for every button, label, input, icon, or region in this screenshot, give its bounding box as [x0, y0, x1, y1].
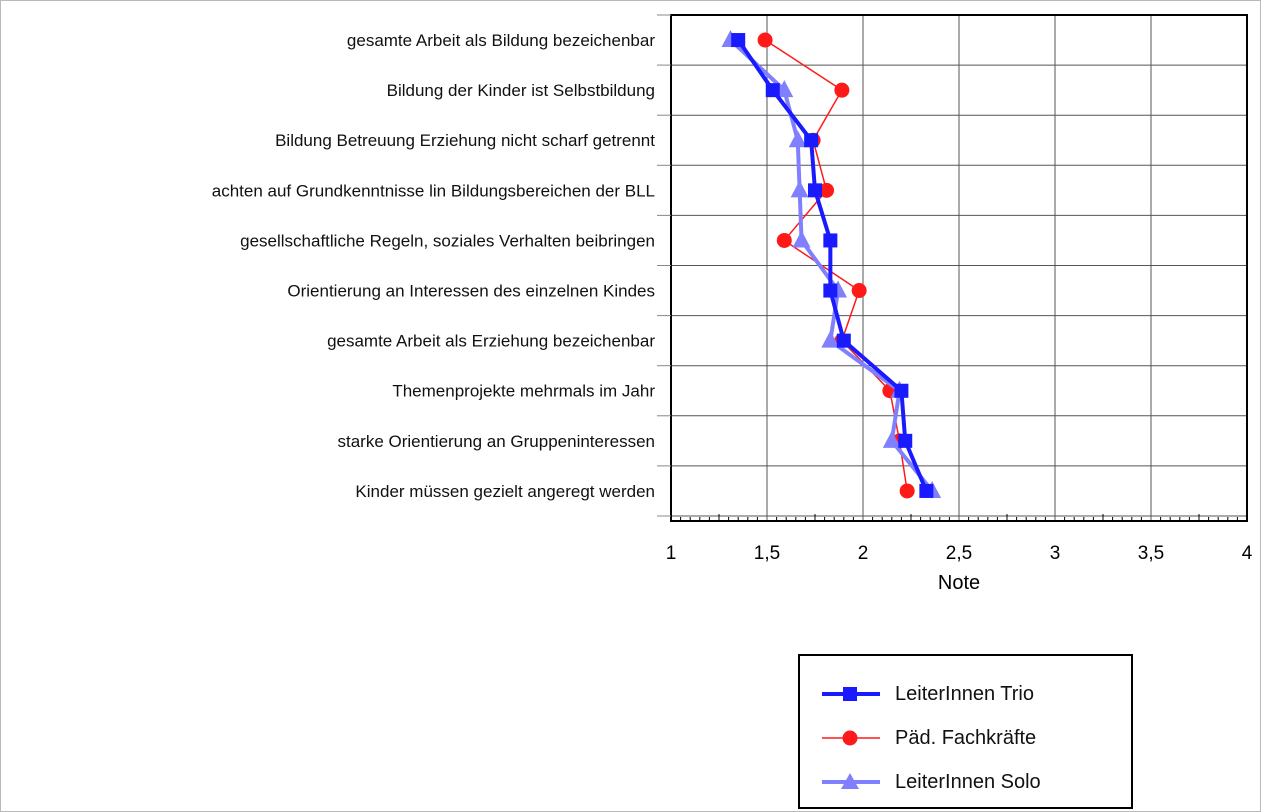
legend-swatch-trio — [822, 687, 880, 701]
data-point-square — [836, 333, 851, 348]
plot-area — [670, 14, 1248, 522]
legend-swatch-solo — [822, 773, 880, 789]
series-1 — [731, 33, 934, 498]
category-label: Themenprojekte mehrmals im Jahr — [392, 382, 655, 401]
data-point-triangle — [775, 80, 794, 98]
x-tick-label: 4 — [1242, 543, 1253, 564]
data-point-square — [919, 483, 934, 498]
category-label: Orientierung an Interessen des einzelnen… — [287, 282, 655, 301]
data-point-triangle — [788, 130, 807, 148]
x-tick-label: 2,5 — [946, 543, 972, 564]
legend-label-fachkraefte: Päd. Fachkräfte — [895, 727, 1037, 749]
data-point-square — [804, 133, 819, 148]
x-axis-title: Note — [938, 572, 980, 594]
data-point-triangle — [792, 230, 811, 248]
data-point-square — [808, 183, 822, 198]
legend-label-trio: LeiterInnen Trio — [895, 683, 1034, 705]
category-labels: gesamte Arbeit als Bildung bezeichenbar B… — [212, 31, 656, 501]
data-point-square — [731, 33, 746, 48]
x-tick-label: 1 — [666, 543, 677, 564]
legend-item-trio: LeiterInnen Trio — [800, 674, 1131, 714]
category-label: gesellschaftliche Regeln, soziales Verha… — [240, 231, 655, 250]
data-point-circle — [834, 82, 850, 98]
x-tick-label: 3 — [1050, 543, 1061, 564]
series-lines — [721, 30, 942, 499]
grid — [671, 15, 1247, 521]
legend-item-fachkraefte: Päd. Fachkräfte — [800, 718, 1131, 758]
category-label: achten auf Grundkenntnisse lin Bildungsb… — [212, 181, 655, 200]
data-point-triangle — [882, 430, 901, 448]
legend-label-solo: LeiterInnen Solo — [895, 771, 1041, 793]
data-point-square — [894, 383, 909, 398]
data-point-circle — [757, 32, 773, 48]
category-label: starke Orientierung an Gruppeninteressen — [337, 432, 655, 451]
data-point-square — [898, 433, 913, 448]
legend-swatch-fachkraefte — [822, 730, 880, 746]
x-tick-labels: 1 1,5 2 2,5 3 3,5 4 — [666, 543, 1253, 564]
data-point-triangle — [821, 330, 840, 348]
legend-item-solo: LeiterInnen Solo — [800, 762, 1131, 802]
category-label: Bildung Betreuung Erziehung nicht scharf… — [275, 131, 655, 150]
axis-ticks — [657, 14, 1238, 521]
category-label: Bildung der Kinder ist Selbstbildung — [387, 81, 655, 100]
category-label: gesamte Arbeit als Erziehung bezeichenba… — [327, 332, 655, 351]
data-point-square — [823, 283, 838, 298]
data-point-square — [765, 83, 780, 98]
x-tick-label: 2 — [858, 543, 869, 564]
data-point-triangle — [790, 180, 809, 198]
x-tick-label: 3,5 — [1138, 543, 1164, 564]
data-point-circle — [776, 232, 792, 248]
data-point-square — [823, 233, 838, 248]
category-label: Kinder müssen gezielt angeregt werden — [355, 482, 655, 501]
data-point-circle — [819, 182, 835, 198]
x-tick-label: 1,5 — [754, 543, 780, 564]
series-line — [736, 38, 929, 492]
data-point-circle — [851, 283, 867, 299]
category-label: gesamte Arbeit als Bildung bezeichenbar — [347, 31, 655, 50]
data-point-circle — [899, 483, 915, 499]
legend: LeiterInnen Trio Päd. Fachkräfte LeiterI… — [798, 654, 1133, 809]
